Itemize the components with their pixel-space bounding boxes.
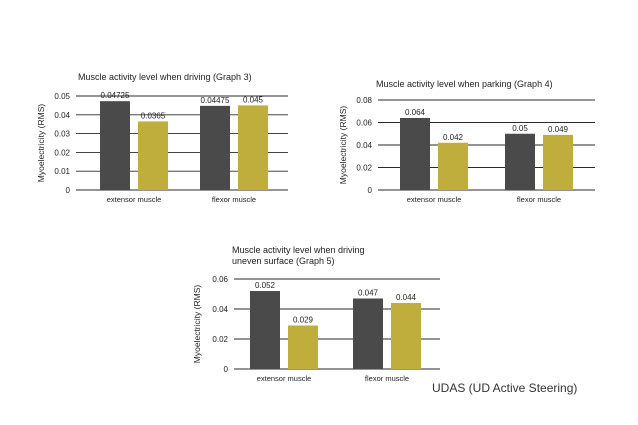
chart-2-y-tick-label: 0.04: [356, 141, 372, 150]
chart-1-bar: [238, 105, 268, 190]
chart-2-data-label: 0.064: [405, 108, 426, 117]
chart-3-data-label: 0.052: [255, 281, 276, 290]
chart-3-y-tick-label: 0.04: [212, 305, 228, 314]
chart-1-y-tick-label: 0.02: [54, 148, 70, 157]
chart-1-data-label: 0.045: [243, 95, 264, 104]
chart-2-y-tick-label: 0.06: [356, 119, 372, 128]
chart-3-title-line-1: Muscle activity level when driving: [232, 245, 365, 255]
chart-3-category-label: flexor muscle: [365, 374, 409, 383]
chart-2-category-label: flexor muscle: [517, 195, 561, 204]
chart-1-y-tick-label: 0.01: [54, 167, 70, 176]
chart-1-data-label: 0.04725: [101, 91, 130, 100]
chart-3-bar: [391, 303, 421, 369]
chart-1-bar: [100, 101, 130, 190]
chart-3-bar: [288, 325, 318, 369]
chart-2-category-label: extensor muscle: [407, 195, 462, 204]
chart-3-bar: [250, 291, 280, 369]
chart-1-bar: [200, 105, 230, 190]
chart-1-y-axis-label: Myoelectricity (RMS): [36, 104, 46, 183]
chart-3-data-label: 0.029: [293, 316, 314, 325]
chart-3-bar: [353, 298, 383, 369]
chart-2-y-tick-label: 0.02: [356, 164, 372, 173]
chart-2-bar: [438, 142, 468, 190]
chart-1-category-label: flexor muscle: [212, 195, 256, 204]
chart-1-y-tick-label: 0.05: [54, 92, 70, 101]
chart-2-y-tick-label: 0: [368, 186, 373, 195]
chart-3-y-tick-label: 0.02: [212, 335, 228, 344]
chart-1-title-line-1: Muscle activity level when driving (Grap…: [78, 72, 252, 82]
chart-3-data-label: 0.044: [396, 293, 417, 302]
chart-2-y-axis-label: Myoelectricity (RMS): [338, 106, 348, 185]
chart-3-data-label: 0.047: [358, 289, 379, 298]
chart-2-bar: [543, 134, 573, 190]
chart-1-y-tick-label: 0.03: [54, 130, 70, 139]
chart-1-category-label: extensor muscle: [107, 195, 162, 204]
chart-1-data-label: 0.0365: [141, 111, 166, 120]
chart-1-y-tick-label: 0.04: [54, 111, 70, 120]
chart-3-y-tick-label: 0.06: [212, 275, 228, 284]
chart-3-title-line-2: uneven surface (Graph 5): [232, 256, 335, 266]
chart-1-y-tick-label: 0: [66, 186, 71, 195]
chart-1-bar: [138, 121, 168, 190]
chart-2-y-tick-label: 0.08: [356, 96, 372, 105]
chart-2-data-label: 0.042: [443, 133, 464, 142]
caption: UDAS (UD Active Steering): [432, 381, 578, 395]
chart-3-category-label: extensor muscle: [257, 374, 312, 383]
chart-3-y-axis-label: Myoelectricity (RMS): [192, 285, 202, 364]
chart-2-title-line-1: Muscle activity level when parking (Grap…: [376, 79, 553, 89]
chart-1-data-label: 0.04475: [201, 96, 230, 105]
chart-2-data-label: 0.049: [548, 125, 569, 134]
chart-2-bar: [505, 133, 535, 190]
chart-2-data-label: 0.05: [512, 124, 528, 133]
chart-2-bar: [400, 118, 430, 190]
chart-3-y-tick-label: 0: [224, 365, 229, 374]
